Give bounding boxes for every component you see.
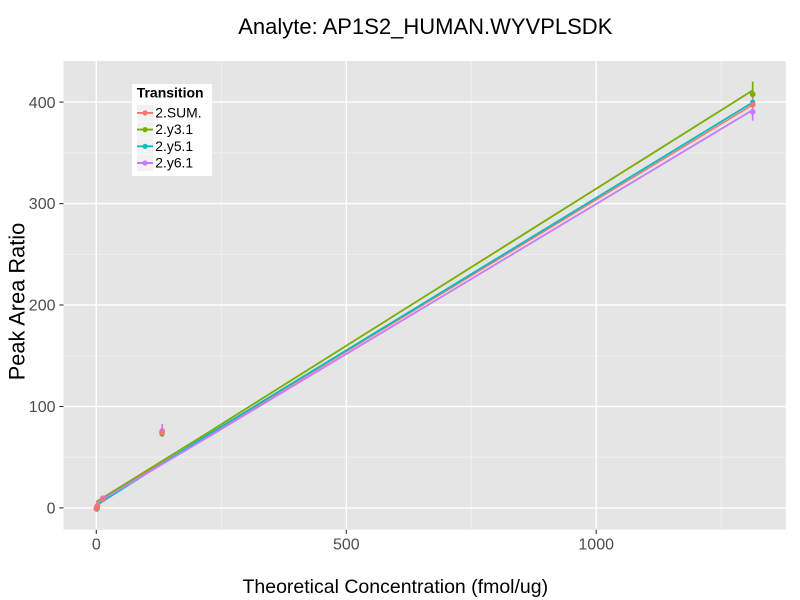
svg-text:200: 200 [29,298,56,315]
svg-text:Transition: Transition [137,85,204,101]
svg-text:0: 0 [92,537,101,554]
svg-text:Analyte: AP1S2_HUMAN.WYVPLSDK: Analyte: AP1S2_HUMAN.WYVPLSDK [238,14,612,39]
svg-text:2.y6.1: 2.y6.1 [155,155,193,171]
svg-text:300: 300 [29,196,56,213]
svg-text:100: 100 [29,399,56,416]
svg-text:Theoretical Concentration (fmo: Theoretical Concentration (fmol/ug) [242,576,548,598]
svg-text:2.SUM.: 2.SUM. [155,104,201,120]
svg-text:2.y5.1: 2.y5.1 [155,138,193,154]
svg-text:500: 500 [333,537,360,554]
svg-text:2.y3.1: 2.y3.1 [155,121,193,137]
svg-text:1000: 1000 [578,537,614,554]
svg-text:0: 0 [47,501,56,518]
svg-text:Peak Area Ratio: Peak Area Ratio [5,223,30,381]
svg-text:400: 400 [29,95,56,112]
